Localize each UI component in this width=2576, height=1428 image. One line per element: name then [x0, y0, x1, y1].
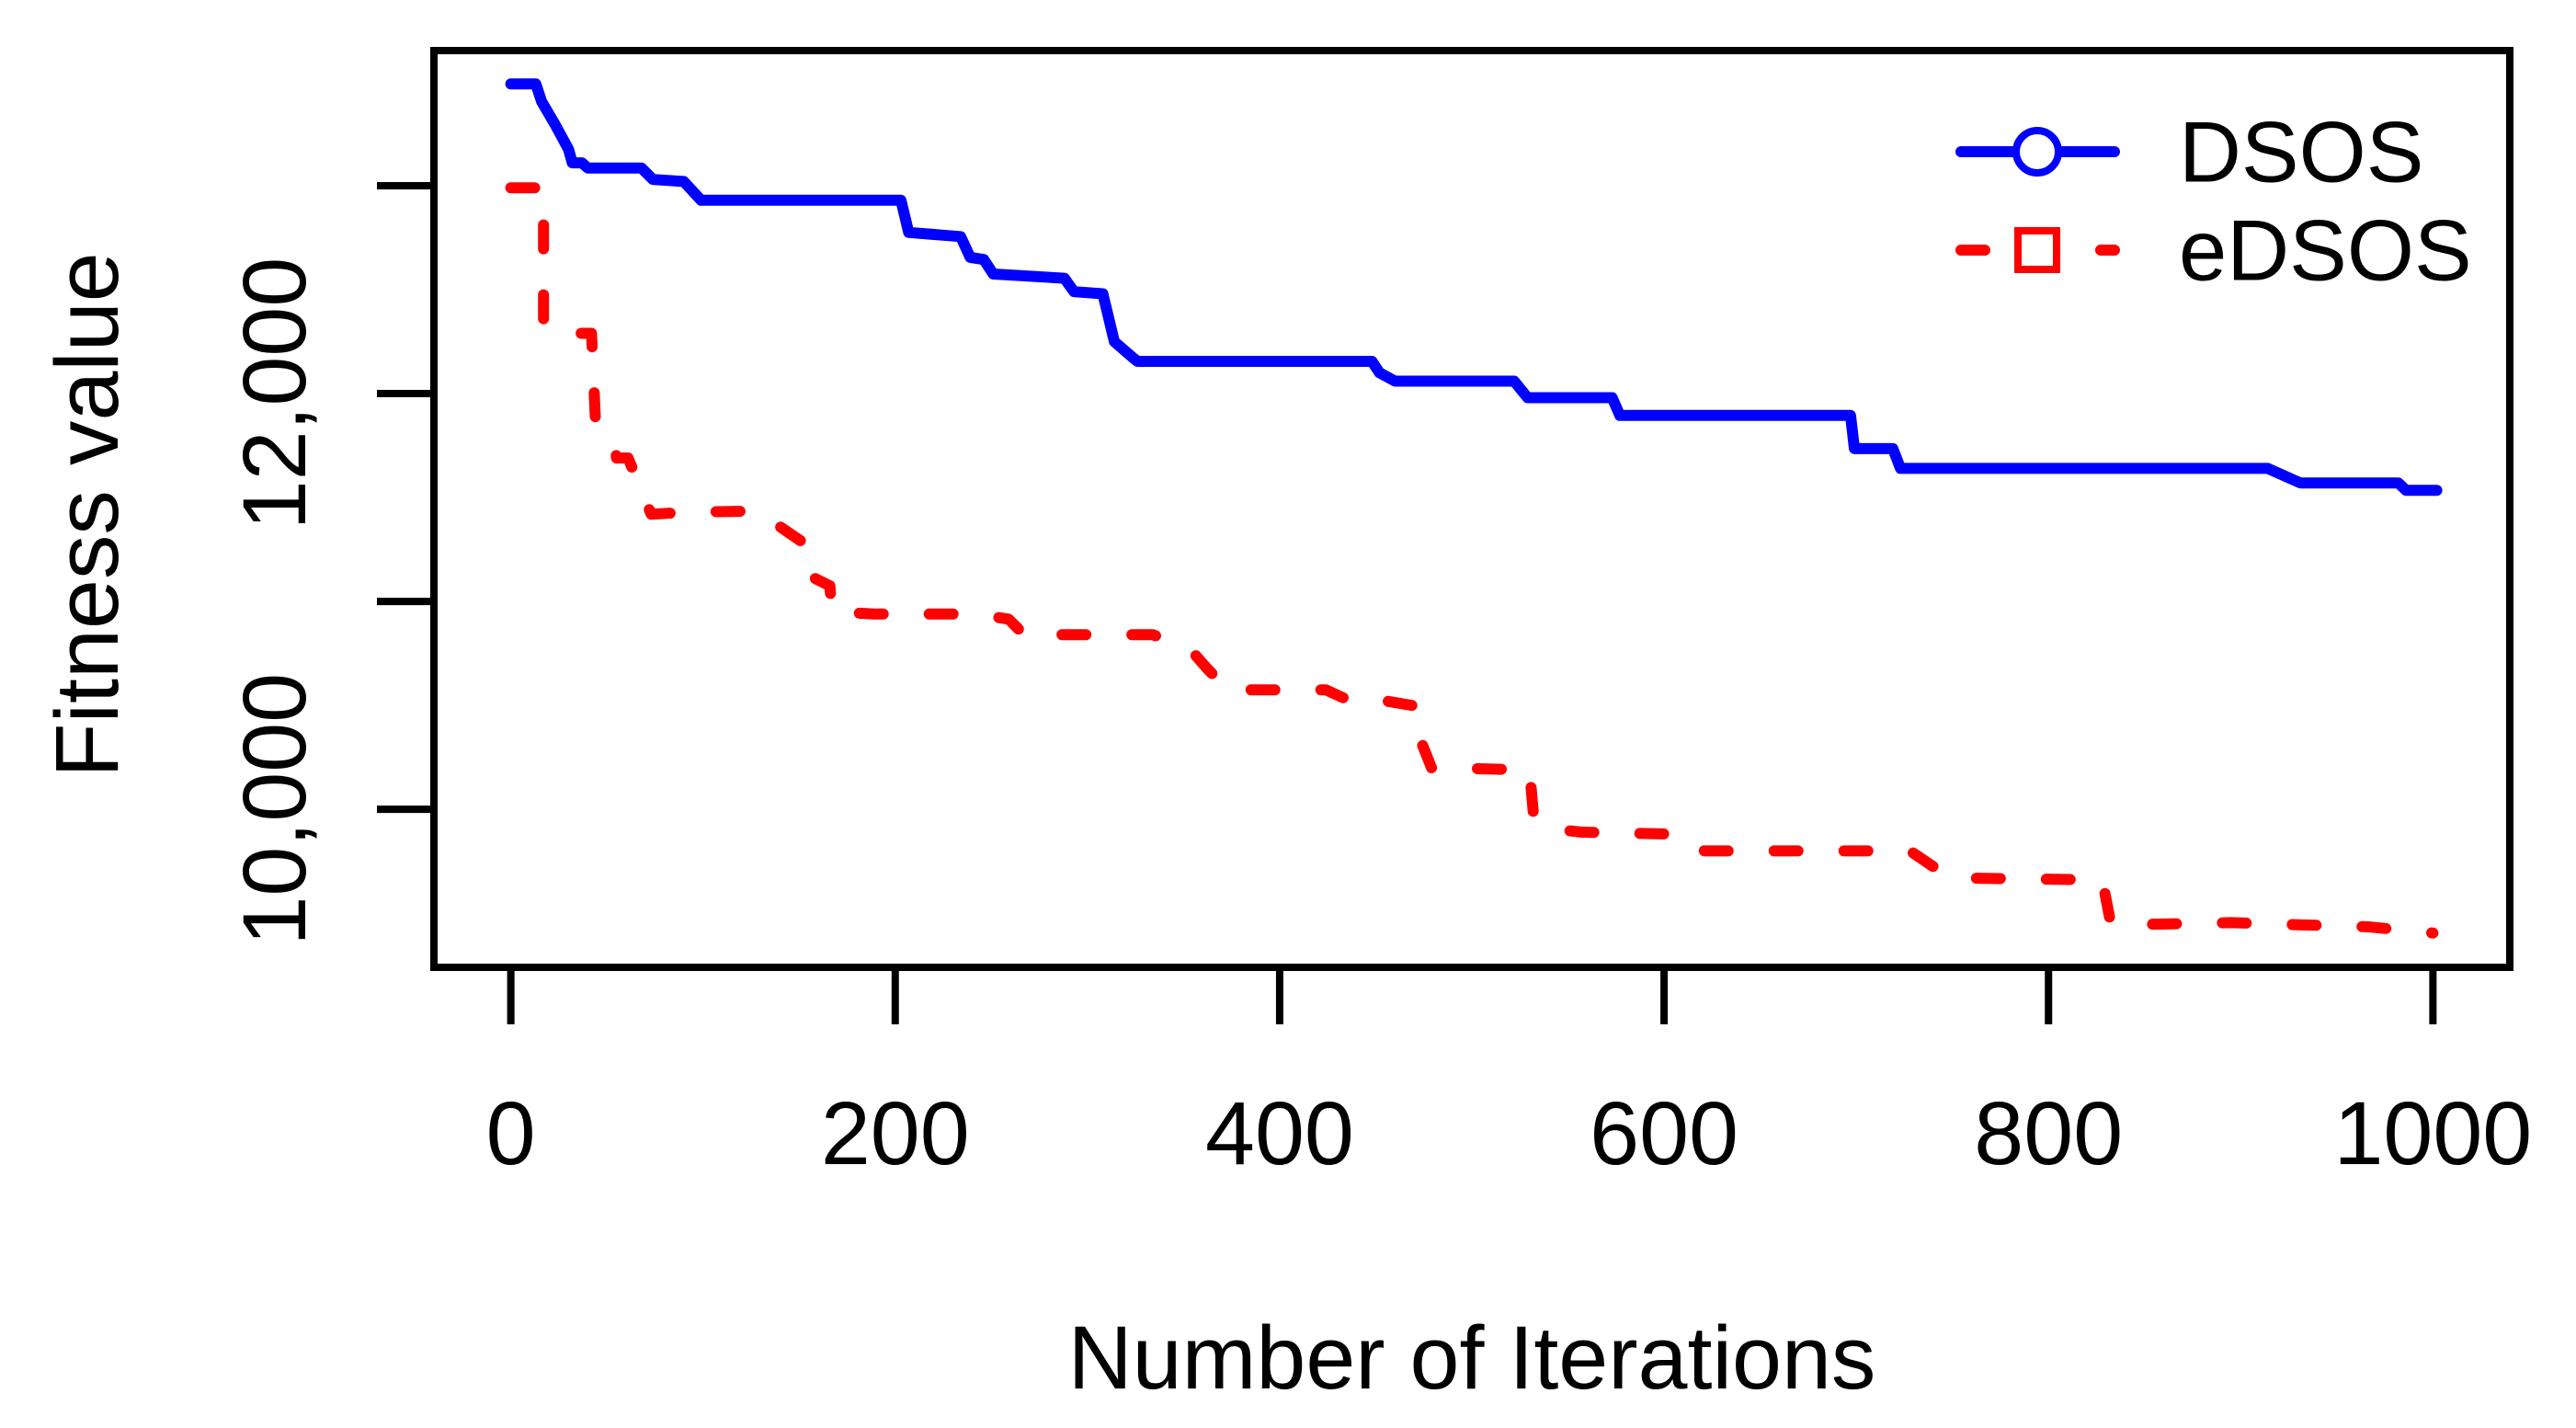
- x-tick-label: 600: [1590, 1083, 1738, 1183]
- dsos-line: [505, 78, 2443, 497]
- y-axis-ticks: [377, 181, 434, 814]
- y-tick-label: 10,000: [224, 673, 325, 946]
- x-axis-ticks: [507, 967, 2437, 1024]
- x-tick-label: 1000: [2333, 1083, 2532, 1183]
- x-axis-tick-labels: 0 200 400 600 800 1000: [486, 1083, 2533, 1183]
- plot-border: [430, 47, 2513, 971]
- x-tick-label: 400: [1205, 1083, 1354, 1183]
- y-axis-title: Fitness value: [37, 252, 137, 778]
- x-tick-label: 800: [1974, 1083, 2123, 1183]
- y-tick-label: 12,000: [224, 257, 325, 531]
- data-series-group: [505, 78, 2443, 939]
- legend-label-edsos: eDSOS: [2179, 202, 2472, 299]
- circle-marker-icon: [2012, 127, 2062, 177]
- x-tick-label: 200: [821, 1083, 970, 1183]
- square-marker-icon: [2014, 227, 2060, 273]
- legend-entry-edsos: eDSOS: [1955, 202, 2472, 299]
- x-tick-label: 0: [486, 1083, 536, 1183]
- y-axis-tick-labels: 12,000 10,000: [224, 257, 325, 946]
- edsos-line: [505, 182, 2439, 939]
- legend-entry-dsos: DSOS: [1955, 104, 2423, 200]
- x-axis-title: Number of Iterations: [1068, 1308, 1876, 1408]
- legend-label-dsos: DSOS: [2179, 104, 2423, 200]
